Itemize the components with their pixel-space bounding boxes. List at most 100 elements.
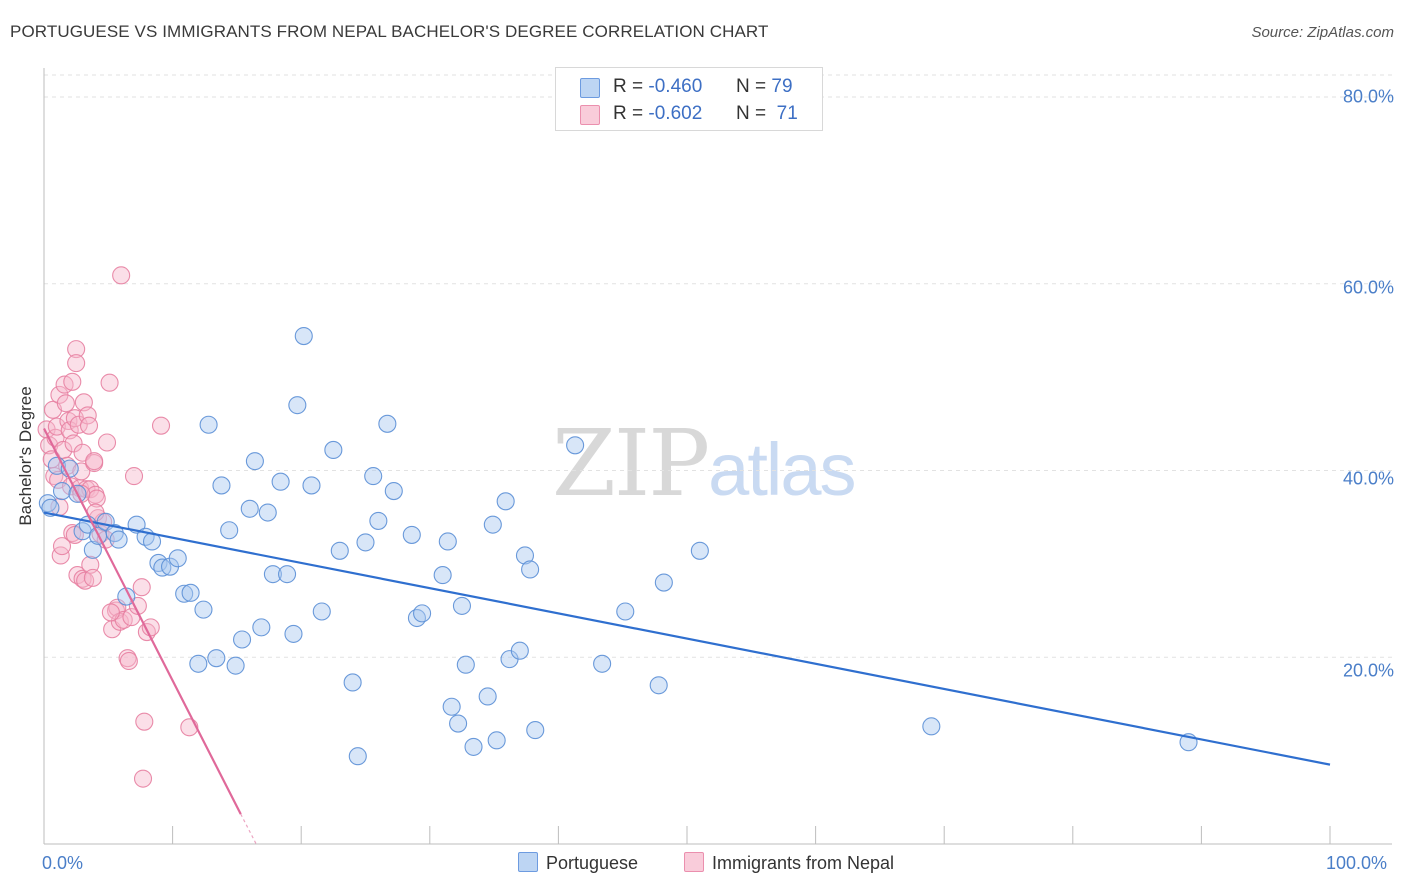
nepal-trend-line [43, 427, 242, 815]
watermark-atlas: atlas [708, 428, 856, 511]
series-nepal-points [37, 266, 199, 788]
nepal-point-66 [133, 769, 153, 788]
portuguese-point-54 [413, 604, 432, 623]
portuguese-point-56 [438, 532, 457, 551]
portuguese-point-71 [566, 436, 585, 455]
portuguese-point-52 [402, 525, 421, 544]
portuguese-point-36 [271, 472, 290, 491]
series-portuguese-points [38, 326, 1198, 766]
portuguese-point-67 [510, 641, 529, 660]
portuguese-point-48 [364, 467, 383, 486]
portuguese-point-58 [449, 714, 468, 733]
portuguese-point-59 [452, 596, 472, 615]
n-label: N = [736, 103, 767, 124]
nepal-point-57 [119, 651, 138, 671]
nepal-trend-extension [240, 813, 257, 845]
n-value: 79 [771, 76, 793, 97]
portuguese-point-63 [483, 515, 502, 534]
portuguese-point-70 [526, 721, 545, 740]
stats-legend-row-portuguese: R = -0.460 N = 79 [556, 74, 822, 100]
portuguese-point-23 [189, 654, 208, 673]
portuguese-point-12 [109, 530, 128, 549]
legend-item-portuguese: Portuguese [518, 852, 638, 874]
portuguese-point-24 [194, 600, 213, 619]
nepal-point-11 [52, 537, 72, 556]
portuguese-point-41 [302, 476, 321, 495]
portuguese-point-27 [212, 476, 231, 495]
r-value: -0.460 [648, 76, 703, 97]
portuguese-point-72 [593, 654, 612, 673]
portuguese-point-35 [263, 565, 282, 584]
legend-label: Portuguese [546, 853, 639, 873]
portuguese-point-62 [478, 687, 497, 706]
portuguese-point-46 [348, 747, 367, 766]
nepal-point-24 [67, 340, 86, 359]
portuguese-point-68 [515, 546, 535, 565]
nepal-point-36 [79, 416, 99, 435]
y-axis-label: Bachelor's Degree [16, 386, 35, 526]
nepal-point-29 [72, 462, 91, 481]
portuguese-point-18 [153, 558, 172, 577]
watermark: ZIPatlas [552, 410, 856, 517]
portuguese-point-44 [330, 541, 349, 560]
nepal-point-19 [63, 372, 82, 391]
portuguese-point-37 [278, 565, 297, 584]
nepal-point-61 [135, 712, 154, 731]
portuguese-point-8 [83, 540, 102, 559]
r-label: R = [613, 76, 644, 97]
portuguese-point-34 [258, 503, 277, 522]
r-label: R = [613, 103, 644, 124]
stats-legend: R = -0.460 N = 79 R = -0.602 N = 71 [555, 67, 823, 131]
portuguese-point-55 [433, 566, 452, 585]
portuguese-point-42 [312, 602, 331, 621]
nepal-point-10 [51, 546, 70, 565]
nepal-point-25 [67, 354, 86, 373]
portuguese-point-40 [294, 326, 313, 346]
portuguese-point-29 [226, 656, 245, 675]
portuguese-point-28 [220, 521, 239, 540]
portuguese-point-76 [690, 541, 709, 560]
portuguese-point-64 [487, 731, 506, 750]
portuguese-point-57 [442, 697, 461, 716]
portuguese-point-31 [240, 499, 259, 518]
portuguese-point-30 [232, 630, 252, 649]
gridlines [44, 74, 1392, 658]
nepal-point-39 [83, 568, 102, 587]
portuguese-point-39 [288, 396, 307, 415]
n-value: 71 [776, 103, 798, 124]
portuguese-point-50 [378, 414, 397, 433]
portuguese-point-49 [369, 511, 388, 530]
portuguese-trend-line [43, 511, 1331, 766]
portuguese-point-20 [168, 549, 187, 568]
nepal-point-64 [151, 416, 171, 435]
nepal-point-49 [100, 373, 119, 392]
portuguese-point-26 [207, 649, 226, 668]
legend-swatch-blue [580, 78, 600, 98]
portuguese-point-38 [284, 624, 303, 643]
portuguese-point-60 [456, 655, 475, 674]
y-tick-label-40: 40.0% [1342, 468, 1394, 489]
legend-swatch-pink [684, 852, 704, 872]
nepal-point-60 [132, 578, 151, 597]
n-label: N = [736, 76, 767, 97]
nepal-point-14 [56, 394, 75, 413]
portuguese-point-47 [356, 533, 375, 552]
portuguese-point-0 [38, 494, 57, 513]
axes [43, 68, 1392, 845]
watermark-zip: ZIP [552, 410, 710, 517]
portuguese-point-75 [654, 573, 673, 592]
stats-legend-row-nepal: R = -0.602 N = 71 [556, 101, 822, 127]
portuguese-point-73 [616, 602, 635, 621]
portuguese-point-22 [181, 583, 200, 602]
portuguese-point-61 [464, 737, 483, 756]
trend-lines [43, 427, 1331, 845]
x-tick-label-max: 100.0% [1326, 853, 1388, 873]
portuguese-point-3 [52, 481, 72, 501]
portuguese-point-74 [649, 676, 668, 695]
y-tick-label-20: 20.0% [1342, 660, 1394, 681]
legend-label: Immigrants from Nepal [712, 853, 895, 873]
portuguese-point-65 [496, 492, 515, 511]
nepal-point-68 [101, 603, 120, 622]
nepal-point-59 [124, 467, 144, 486]
